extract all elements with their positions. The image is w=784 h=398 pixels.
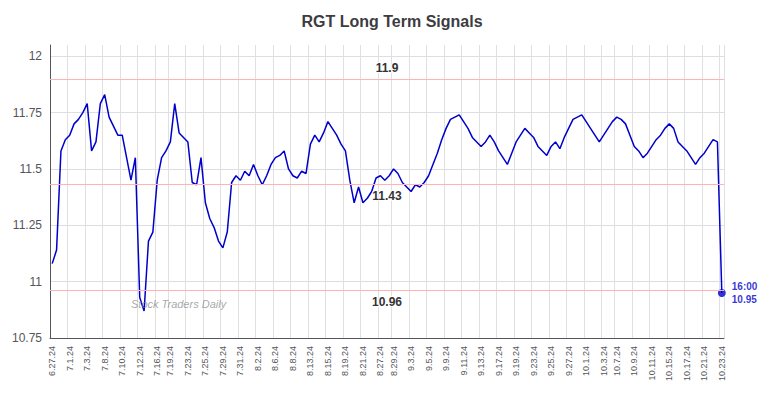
svg-text:8.6.24: 8.6.24 xyxy=(270,346,280,371)
svg-text:7.19.24: 7.19.24 xyxy=(165,346,175,376)
svg-text:8.21.24: 8.21.24 xyxy=(358,346,368,376)
svg-text:6.27.24: 6.27.24 xyxy=(47,346,57,376)
svg-text:8.8.24: 8.8.24 xyxy=(288,346,298,371)
svg-text:7.10.24: 7.10.24 xyxy=(117,346,127,376)
svg-text:7.31.24: 7.31.24 xyxy=(235,346,245,376)
svg-text:8.27.24: 8.27.24 xyxy=(375,346,385,376)
svg-text:9.5.24: 9.5.24 xyxy=(424,346,434,371)
svg-text:9.17.24: 9.17.24 xyxy=(494,346,504,376)
svg-text:Stock Traders Daily: Stock Traders Daily xyxy=(131,298,228,310)
svg-text:8.29.24: 8.29.24 xyxy=(389,346,399,376)
svg-text:10.17.24: 10.17.24 xyxy=(682,346,692,381)
svg-text:9.25.24: 9.25.24 xyxy=(546,346,556,376)
svg-text:11.9: 11.9 xyxy=(376,61,399,75)
svg-text:11.43: 11.43 xyxy=(372,189,402,203)
svg-text:10.9.24: 10.9.24 xyxy=(629,346,639,376)
svg-text:11.75: 11.75 xyxy=(13,106,42,120)
svg-text:9.13.24: 9.13.24 xyxy=(476,346,486,376)
svg-text:RGT Long Term Signals: RGT Long Term Signals xyxy=(301,13,482,30)
svg-text:7.1.24: 7.1.24 xyxy=(65,346,75,371)
svg-text:11.25: 11.25 xyxy=(13,218,42,232)
svg-text:11: 11 xyxy=(30,275,43,289)
svg-text:10.75: 10.75 xyxy=(12,331,42,345)
svg-text:16:00: 16:00 xyxy=(732,281,758,292)
svg-text:10.3.24: 10.3.24 xyxy=(599,346,609,376)
svg-text:7.29.24: 7.29.24 xyxy=(218,346,228,376)
svg-text:10.15.24: 10.15.24 xyxy=(664,346,674,381)
svg-text:10.95: 10.95 xyxy=(732,294,757,305)
svg-text:10.7.24: 10.7.24 xyxy=(612,346,622,376)
svg-text:10.21.24: 10.21.24 xyxy=(699,346,709,381)
svg-text:9.3.24: 9.3.24 xyxy=(406,346,416,371)
svg-text:7.16.24: 7.16.24 xyxy=(152,346,162,376)
svg-text:9.19.24: 9.19.24 xyxy=(511,346,521,376)
svg-text:8.15.24: 8.15.24 xyxy=(323,346,333,376)
svg-text:9.27.24: 9.27.24 xyxy=(564,346,574,376)
svg-text:8.13.24: 8.13.24 xyxy=(305,346,315,376)
svg-text:7.25.24: 7.25.24 xyxy=(200,346,210,376)
svg-text:7.12.24: 7.12.24 xyxy=(135,346,145,376)
svg-text:11.5: 11.5 xyxy=(20,162,43,176)
svg-text:10.23.24: 10.23.24 xyxy=(717,346,727,381)
svg-text:9.11.24: 9.11.24 xyxy=(459,346,469,375)
svg-text:7.3.24: 7.3.24 xyxy=(82,346,92,371)
svg-text:9.23.24: 9.23.24 xyxy=(529,346,539,376)
svg-text:7.8.24: 7.8.24 xyxy=(100,346,110,371)
svg-text:10.1.24: 10.1.24 xyxy=(581,346,591,376)
svg-text:8.2.24: 8.2.24 xyxy=(253,346,263,371)
svg-text:9.9.24: 9.9.24 xyxy=(441,346,451,371)
svg-text:7.23.24: 7.23.24 xyxy=(183,346,193,376)
svg-text:8.19.24: 8.19.24 xyxy=(340,346,350,376)
svg-text:12: 12 xyxy=(29,49,43,63)
svg-text:10.11.24: 10.11.24 xyxy=(647,346,657,380)
svg-text:10.96: 10.96 xyxy=(372,295,402,309)
